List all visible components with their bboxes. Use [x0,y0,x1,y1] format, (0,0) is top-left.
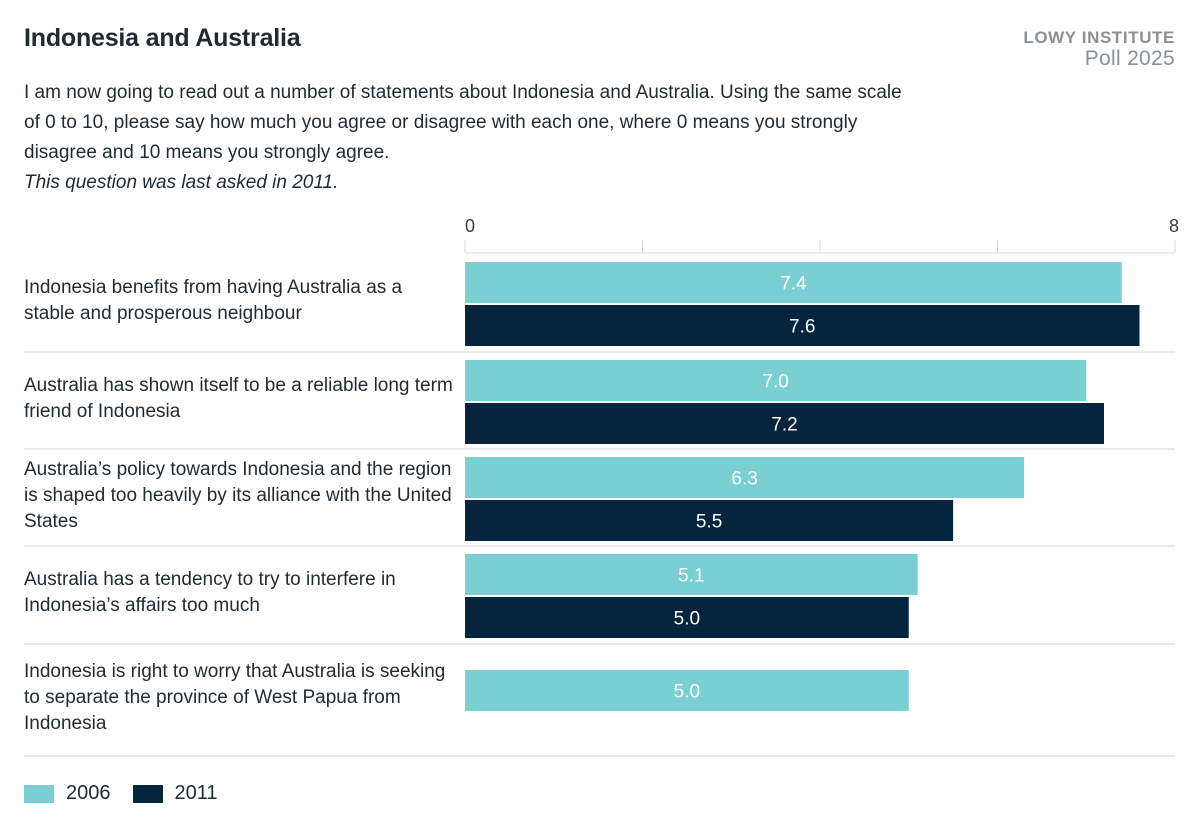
chart-subtitle: I am now going to read out a number of s… [24,78,904,198]
bar-2011-2 [465,403,1104,444]
category-label-2: Australia has shown itself to be a relia… [24,374,453,422]
data-label-2006-5: 5.0 [674,682,700,703]
bar-2006-4 [465,554,918,595]
legend: 2006 2011 [24,782,240,805]
bar-2006-1 [465,262,1122,303]
bar-2006-5 [465,670,909,711]
data-label-2011-2: 7.2 [771,415,797,436]
chart-title: Indonesia and Australia [24,24,301,52]
category-label-3: Australia’s policy towards Indonesia and… [24,458,452,532]
data-label-2006-2: 7.0 [762,372,788,393]
category-label-1: Indonesia benefits from having Australia… [24,277,403,324]
data-label-2006-1: 7.4 [780,274,807,295]
category-label-4: Australia has a tendency to try to inter… [24,569,396,616]
data-label-2006-4: 5.1 [678,566,704,587]
data-label-2006-3: 6.3 [731,469,757,490]
data-label-2011-1: 7.6 [789,317,815,338]
bar-2011-1 [465,305,1140,346]
bar-2006-2 [465,360,1087,401]
data-label-2011-3: 5.5 [696,512,722,533]
bar-2011-4 [465,597,909,638]
question-text: I am now going to read out a number of s… [24,82,902,163]
legend-item-2006[interactable]: 2006 [24,782,111,805]
bar-2011-3 [465,500,954,541]
bar-2006-3 [465,457,1025,498]
brand-org: LOWY INSTITUTE [1023,28,1175,47]
question-note: This question was last asked in 2011. [24,172,339,193]
legend-label-2011: 2011 [174,782,218,804]
legend-swatch-2011 [132,784,163,803]
brand-logo: LOWY INSTITUTE Poll 2025 [1023,28,1175,70]
brand-poll: Poll 2025 [1084,47,1175,70]
x-tick-label-0: 0 [465,216,475,236]
data-label-2011-4: 5.0 [674,609,700,630]
x-tick-label-8: 8 [1169,216,1179,236]
category-label-5: Indonesia is right to worry that Austral… [24,661,446,734]
legend-label-2006: 2006 [66,782,111,804]
legend-swatch-2006 [24,784,54,803]
legend-item-2011[interactable]: 2011 [132,782,218,805]
